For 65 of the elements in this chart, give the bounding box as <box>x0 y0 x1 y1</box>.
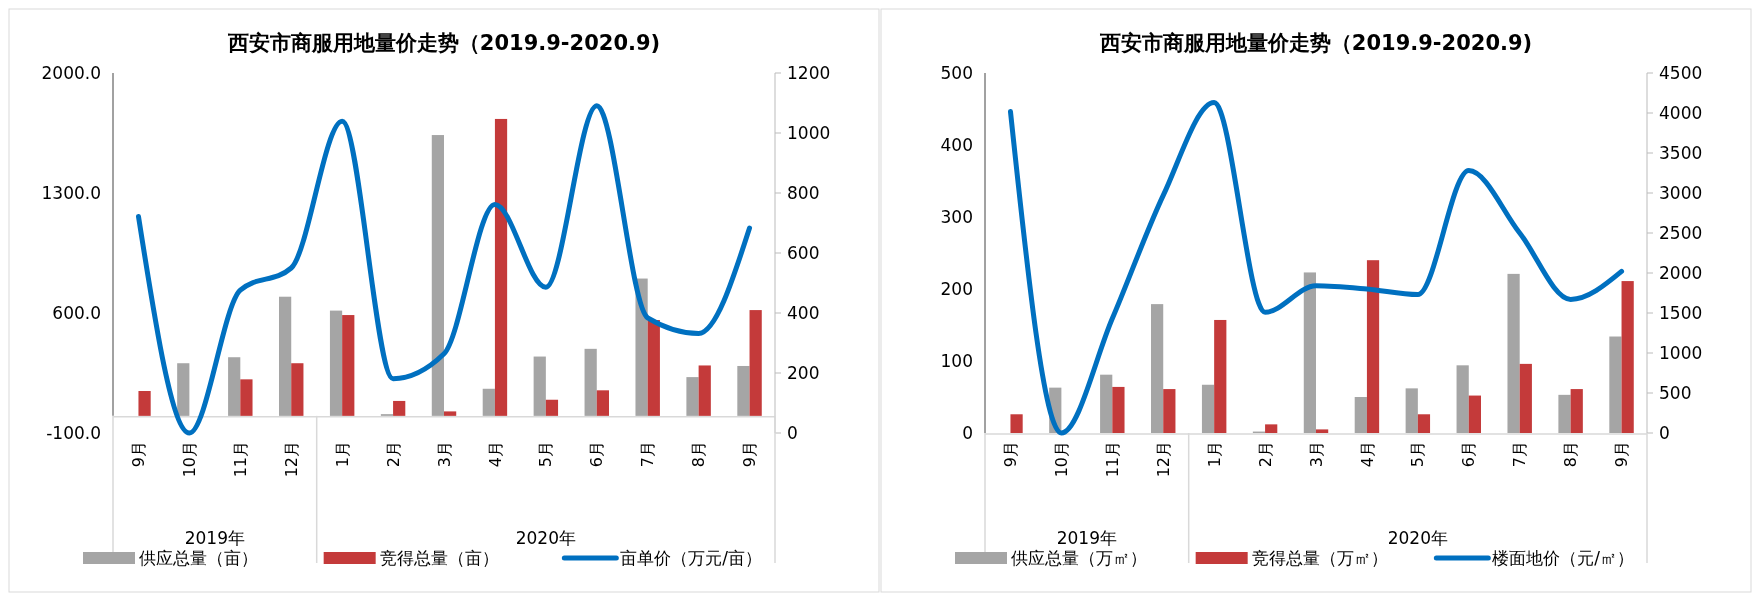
y2-tick-label: 2000 <box>1659 262 1703 283</box>
x-tick-label: 12月 <box>1153 441 1173 478</box>
y2-tick-label: 1000 <box>1659 342 1703 363</box>
x-tick-label: 7月 <box>638 441 658 468</box>
x-tick-label: 9月 <box>1001 441 1021 468</box>
y-tick-label: 300 <box>940 206 973 227</box>
x-tick-label: 11月 <box>1102 441 1122 478</box>
x-tick-label: 2月 <box>383 441 403 468</box>
y-tick-label: 600.0 <box>52 302 101 323</box>
legend-label: 亩单价（万元/亩） <box>620 547 763 568</box>
y2-tick-label: 400 <box>787 302 820 323</box>
y-tick-label: -100.0 <box>46 422 101 443</box>
text: 2020年 <box>1387 527 1448 548</box>
x-tick-label: 5月 <box>536 441 556 468</box>
x-tick-label: 12月 <box>281 441 301 478</box>
x-tick-label: 3月 <box>1306 441 1326 468</box>
x-tick-label: 8月 <box>1561 441 1581 468</box>
x-tick-label: 2月 <box>1255 441 1275 468</box>
text: 2019年 <box>184 527 245 548</box>
x-tick-label: 3月 <box>434 441 454 468</box>
y2-tick-label: 1500 <box>1659 302 1703 323</box>
x-tick-label: 8月 <box>689 441 709 468</box>
text: 2020年 <box>515 527 576 548</box>
legend-label: 供应总量（万㎡） <box>1011 547 1147 568</box>
x-tick-label: 7月 <box>1510 441 1530 468</box>
y-tick-label: 200 <box>940 278 973 299</box>
x-tick-label: 6月 <box>1459 441 1479 468</box>
x-tick-label: 1月 <box>1204 441 1224 468</box>
legend-label: 楼面地价（元/㎡） <box>1492 547 1635 568</box>
y-tick-label: 500 <box>940 62 973 83</box>
y2-tick-label: 3000 <box>1659 182 1703 203</box>
x-tick-label: 9月 <box>129 441 149 468</box>
x-tick-label: 5月 <box>1408 441 1428 468</box>
y-tick-label: 100 <box>940 350 973 371</box>
x-tick-label: 9月 <box>740 441 760 468</box>
y2-tick-label: 800 <box>787 182 820 203</box>
x-tick-label: 6月 <box>587 441 607 468</box>
legend-label: 供应总量（亩） <box>139 547 258 568</box>
x-tick-label: 4月 <box>485 441 505 468</box>
y2-tick-label: 600 <box>787 242 820 263</box>
y2-tick-label: 200 <box>787 362 820 383</box>
x-tick-label: 4月 <box>1357 441 1377 468</box>
text: 2019年 <box>1056 527 1117 548</box>
x-tick-label: 1月 <box>332 441 352 468</box>
y2-tick-label: 1000 <box>787 122 831 143</box>
y2-tick-label: 4500 <box>1659 62 1703 83</box>
y-tick-label: 1300.0 <box>41 182 101 203</box>
y-tick-label: 0 <box>962 422 973 443</box>
x-tick-label: 11月 <box>230 441 250 478</box>
legend-label: 竞得总量（万㎡） <box>1251 547 1388 568</box>
legend-label: 竞得总量（亩） <box>379 547 499 568</box>
y2-tick-label: 4000 <box>1659 102 1703 123</box>
x-tick-label: 10月 <box>1051 441 1071 478</box>
y2-tick-label: 0 <box>1659 422 1670 443</box>
y2-tick-label: 0 <box>787 422 798 443</box>
y2-tick-label: 3500 <box>1659 142 1703 163</box>
chart-title: 西安市商服用地量价走势（2019.9-2020.9) <box>1098 31 1533 55</box>
y-tick-label: 400 <box>940 134 973 155</box>
y2-tick-label: 500 <box>1659 382 1692 403</box>
y2-tick-label: 1200 <box>787 62 831 83</box>
x-tick-label: 9月 <box>1612 441 1632 468</box>
y-tick-label: 2000.0 <box>41 62 101 83</box>
x-tick-label: 10月 <box>179 441 199 478</box>
chart-title: 西安市商服用地量价走势（2019.9-2020.9) <box>226 31 661 55</box>
y2-tick-label: 2500 <box>1659 222 1703 243</box>
